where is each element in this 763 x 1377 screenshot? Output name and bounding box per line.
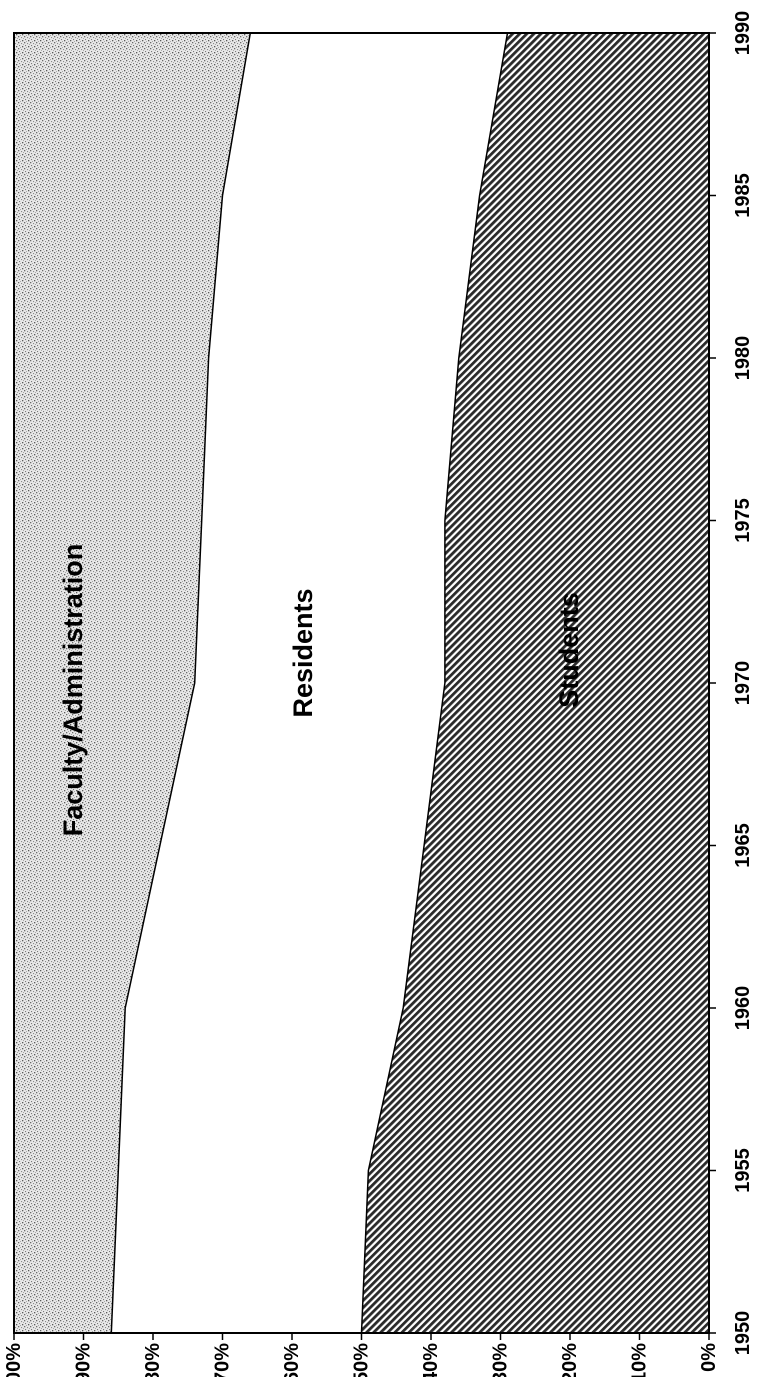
boundary-residents bbox=[110, 32, 252, 1334]
y-tick-label-1: 10% bbox=[629, 1343, 651, 1377]
series-label-residents: Residents bbox=[288, 588, 318, 717]
series-label-faculty-administration: Faculty/Administration bbox=[58, 544, 88, 837]
y-tick-label-7: 70% bbox=[212, 1343, 234, 1377]
y-tick-label-9: 90% bbox=[73, 1343, 95, 1377]
x-tick-label-1965: 1965 bbox=[732, 823, 754, 868]
x-tick-label-1975: 1975 bbox=[732, 498, 754, 543]
y-tick-label-2: 20% bbox=[559, 1343, 581, 1377]
boundary-students bbox=[360, 32, 509, 1334]
x-tick-label-1990: 1990 bbox=[732, 11, 754, 56]
x-tick-label-1980: 1980 bbox=[732, 336, 754, 381]
area-residents bbox=[111, 33, 508, 1333]
y-tick-label-6: 60% bbox=[281, 1343, 303, 1377]
y-tick-label-10: 100% bbox=[3, 1343, 25, 1377]
series-label-students: Students bbox=[554, 592, 584, 708]
x-tick-label-1985: 1985 bbox=[732, 173, 754, 218]
y-tick-label-5: 50% bbox=[351, 1343, 373, 1377]
y-tick-label-4: 40% bbox=[420, 1343, 442, 1377]
y-tick-label-3: 30% bbox=[490, 1343, 512, 1377]
x-tick-label-1960: 1960 bbox=[732, 986, 754, 1031]
x-tick-label-1970: 1970 bbox=[732, 661, 754, 706]
area-faculty-administration bbox=[14, 33, 251, 1333]
area-students bbox=[361, 33, 709, 1333]
y-tick-label-8: 80% bbox=[142, 1343, 164, 1377]
x-tick-label-1955: 1955 bbox=[732, 1148, 754, 1193]
y-tick-label-0: 0% bbox=[698, 1343, 720, 1372]
x-tick-label-1950: 1950 bbox=[732, 1311, 754, 1356]
